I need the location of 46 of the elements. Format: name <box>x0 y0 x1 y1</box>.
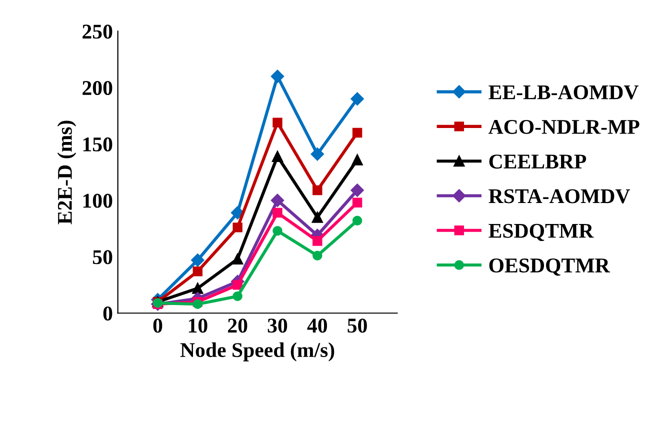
point <box>232 253 244 265</box>
point <box>232 291 242 302</box>
point <box>312 212 323 223</box>
x-tick-label: 40 <box>307 318 328 333</box>
point <box>272 150 284 162</box>
point <box>272 118 282 128</box>
point <box>352 154 363 166</box>
point <box>310 148 324 161</box>
point <box>350 92 364 106</box>
legend-label: EE-LB-AOMDV <box>488 85 639 100</box>
point <box>352 216 362 226</box>
x-axis-title: Node Speed (m/s) <box>180 342 334 362</box>
point <box>192 282 204 294</box>
x-tick-label: 50 <box>348 318 367 333</box>
point <box>191 254 204 267</box>
point <box>312 236 322 246</box>
point <box>192 266 203 276</box>
y-tick-label: 200 <box>82 80 112 96</box>
point <box>272 226 282 236</box>
point <box>352 198 362 208</box>
x-tick-label: 20 <box>228 318 248 333</box>
x-tick-label: 0 <box>153 318 162 333</box>
point <box>192 299 203 309</box>
y-tick-label: 150 <box>83 137 112 152</box>
point <box>272 208 282 218</box>
x-tick-label: 30 <box>268 318 288 333</box>
point <box>232 222 242 232</box>
legend-label: OESDQTMR <box>489 258 610 276</box>
point <box>232 280 242 290</box>
legend-label: ACO-NDLR-MP <box>488 120 640 134</box>
point <box>270 194 284 207</box>
y-axis-title: E2E-D (ms) <box>57 120 76 224</box>
point <box>352 128 362 138</box>
point <box>270 70 284 83</box>
y-tick-label: 250 <box>82 24 112 39</box>
point <box>312 185 322 196</box>
point <box>230 206 244 220</box>
legend-label: ESDQTMR <box>488 224 594 242</box>
y-tick-label: 0 <box>103 306 112 321</box>
y-tick-label: 100 <box>83 194 112 208</box>
point <box>350 184 364 197</box>
x-tick-label: 10 <box>188 318 208 333</box>
y-tick-label: 50 <box>92 250 112 264</box>
legend-label: RSTA-AOMDV <box>488 189 630 204</box>
point <box>312 250 322 260</box>
legend-label: CEELBRP <box>489 154 586 169</box>
